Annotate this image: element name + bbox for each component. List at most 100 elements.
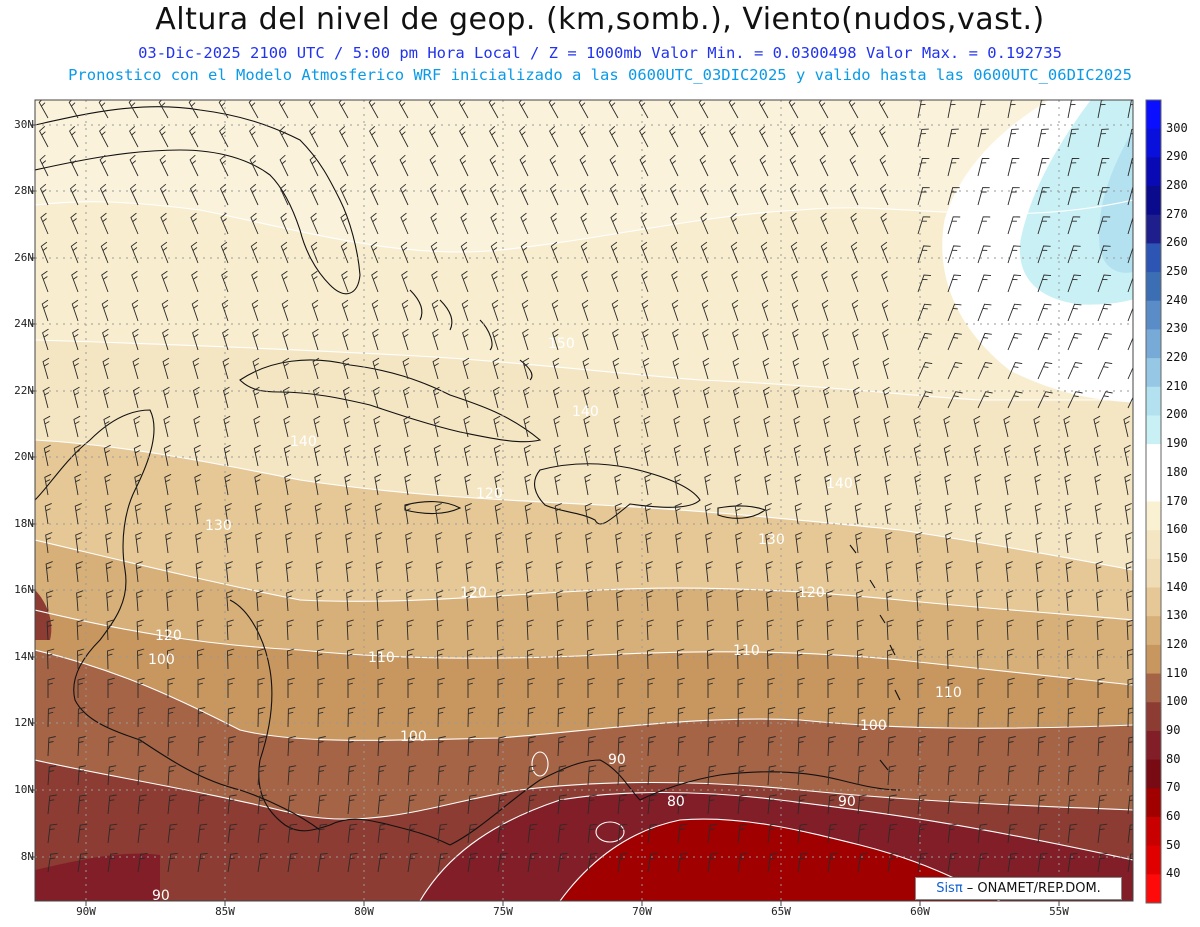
wind-barb xyxy=(557,765,567,786)
wind-barb xyxy=(47,706,56,728)
wind-barb xyxy=(794,473,802,496)
colorbar-swatch xyxy=(1146,759,1161,789)
wind-barb xyxy=(128,100,139,119)
wind-barb xyxy=(347,648,355,670)
colorbar-label: 160 xyxy=(1166,522,1188,537)
wind-barb xyxy=(1064,502,1072,525)
wind-barb xyxy=(107,706,116,728)
contour-label-100: 100 xyxy=(148,652,175,668)
wind-barb xyxy=(1037,648,1045,670)
wind-barb xyxy=(99,125,109,148)
wind-barb xyxy=(257,677,265,698)
wind-barb xyxy=(134,473,142,496)
wind-barb xyxy=(669,125,679,148)
wind-barb xyxy=(137,677,145,698)
wind-barb xyxy=(161,299,169,322)
wind-barb xyxy=(137,736,146,757)
wind-barb xyxy=(342,357,350,380)
wind-barb xyxy=(104,502,112,525)
wind-barb xyxy=(732,357,740,380)
wind-barb xyxy=(197,736,206,757)
wind-barb xyxy=(338,100,349,119)
wind-barb xyxy=(763,444,771,467)
wind-barb xyxy=(1037,216,1051,235)
wind-barb xyxy=(248,100,259,119)
model-info-subtitle: Pronostico con el Modelo Atmosferico WRF… xyxy=(68,66,1132,84)
wind-barb xyxy=(99,154,109,177)
wind-barb xyxy=(164,473,172,496)
wind-barb xyxy=(256,590,264,612)
colorbar-label: 210 xyxy=(1166,378,1188,393)
wind-barb xyxy=(437,823,448,844)
wind-barb xyxy=(196,619,204,641)
wind-barb xyxy=(129,125,139,148)
wind-barb xyxy=(192,357,200,380)
wind-barb xyxy=(70,241,79,264)
wind-barb xyxy=(790,241,799,264)
wind-barb xyxy=(225,532,233,554)
wind-barb xyxy=(71,270,79,293)
wind-barb xyxy=(1007,157,1020,177)
wind-barb xyxy=(398,100,409,119)
contour-label-90c: 90 xyxy=(152,888,170,904)
wind-barb xyxy=(223,444,231,467)
wind-barb xyxy=(819,125,829,148)
wind-barb xyxy=(1067,823,1078,844)
contour-label-140b: 140 xyxy=(826,476,853,492)
wind-barb xyxy=(312,328,319,351)
colorbar-swatch xyxy=(1146,472,1161,502)
wind-barb xyxy=(827,765,837,786)
wind-barb xyxy=(489,183,499,206)
wind-barb xyxy=(518,100,529,119)
wind-barb xyxy=(671,270,679,293)
wind-barb xyxy=(130,241,139,264)
wind-barb xyxy=(881,299,889,322)
wind-barb xyxy=(879,154,889,177)
wind-barb xyxy=(647,677,655,698)
wind-barb xyxy=(857,765,867,786)
wind-barb xyxy=(647,706,656,728)
wind-barb xyxy=(612,328,619,351)
wind-barb xyxy=(1007,852,1018,873)
wind-barb xyxy=(250,212,259,235)
wind-barb xyxy=(917,128,929,148)
wind-barb xyxy=(1097,245,1111,264)
wind-barb xyxy=(433,415,441,438)
lat-label-8n: 8N xyxy=(20,850,34,863)
wind-barb xyxy=(640,212,649,235)
wind-barb xyxy=(405,532,413,554)
wind-barb xyxy=(527,736,536,757)
wind-barb xyxy=(826,619,834,641)
wind-barb xyxy=(195,532,203,554)
wind-barb xyxy=(644,502,652,525)
wind-barb xyxy=(947,677,955,698)
wind-barb xyxy=(641,270,649,293)
wind-barb xyxy=(917,391,933,409)
wind-barb xyxy=(1067,852,1078,873)
wind-barb xyxy=(433,444,441,467)
wind-barb xyxy=(133,415,141,438)
wind-barb xyxy=(1095,532,1103,554)
contour-label-140: 140 xyxy=(290,434,317,450)
wind-barb xyxy=(705,561,713,583)
wind-barb xyxy=(494,502,502,525)
wind-barb xyxy=(282,357,290,380)
wind-barb xyxy=(220,212,229,235)
wind-barb xyxy=(947,128,959,148)
wind-barb xyxy=(1037,303,1052,322)
wind-barb xyxy=(490,212,499,235)
wind-barb xyxy=(377,736,386,757)
wind-barb xyxy=(1003,444,1011,467)
wind-barb xyxy=(824,502,832,525)
colorbar-swatch xyxy=(1146,128,1161,158)
wind-barb xyxy=(77,677,85,698)
wind-barb xyxy=(582,386,590,409)
contour-label-120: 120 xyxy=(476,486,503,502)
wind-barb xyxy=(1097,823,1108,844)
wind-barb xyxy=(827,648,835,670)
wind-barb xyxy=(373,444,381,467)
wind-barb xyxy=(853,444,861,467)
wind-barb xyxy=(644,473,652,496)
contour-label-110: 110 xyxy=(368,650,395,666)
wind-barb xyxy=(527,852,538,873)
